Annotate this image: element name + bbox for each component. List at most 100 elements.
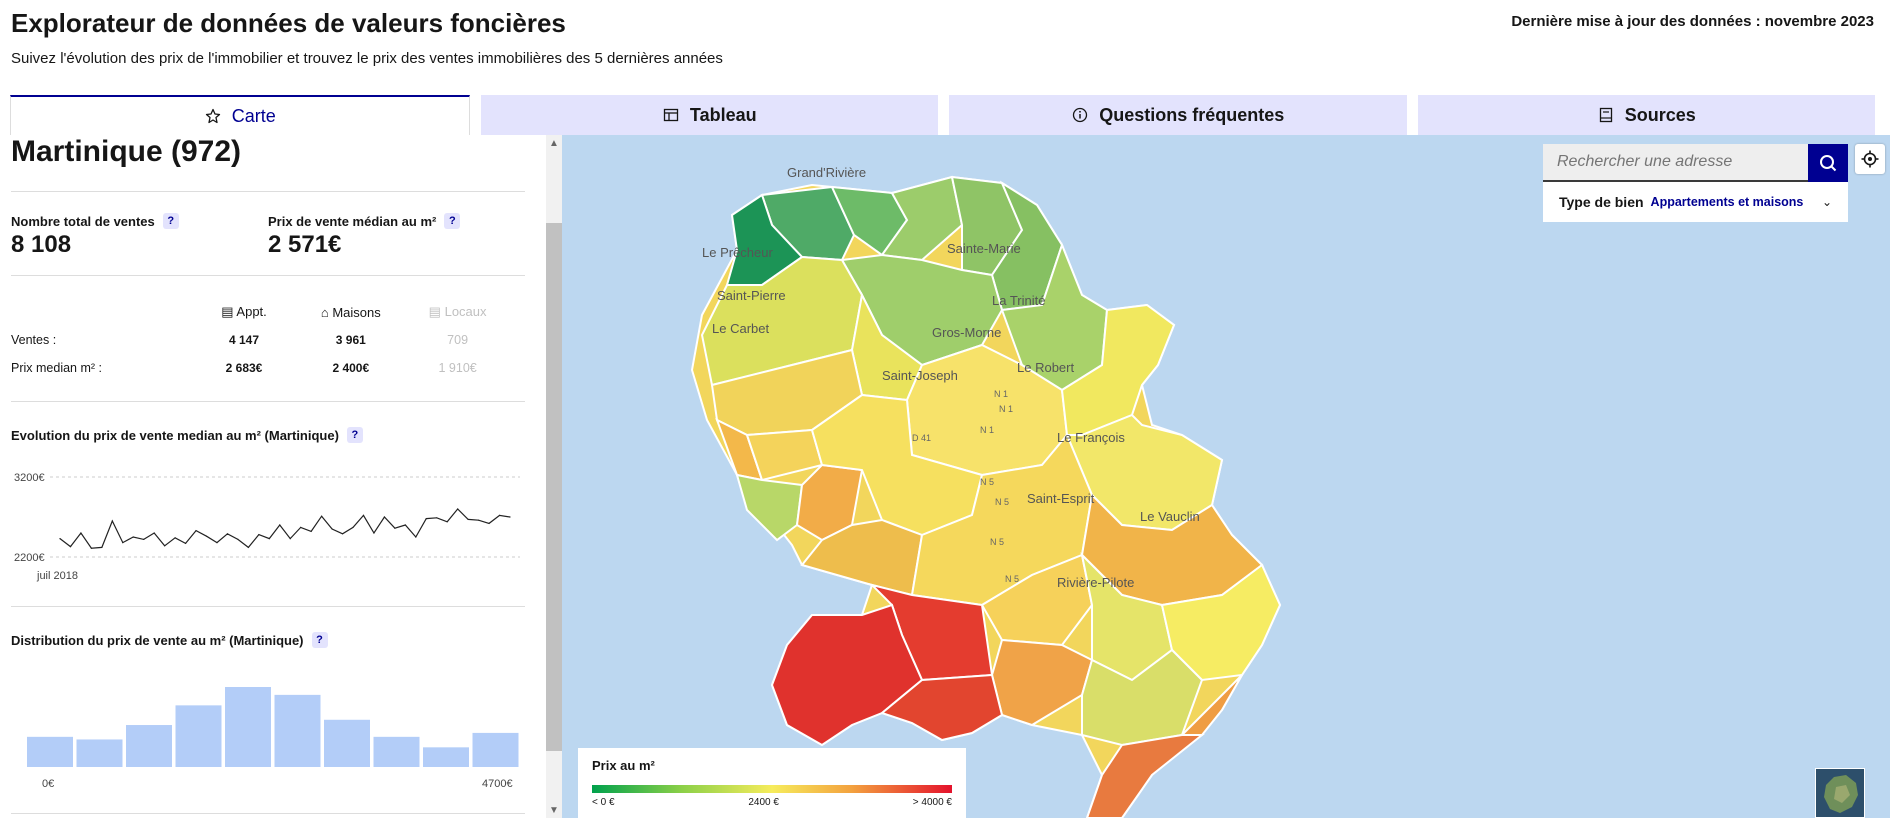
median-price-value: 2 571€ [268,231,342,258]
col-header-locaux: ▤ Locaux [428,304,487,319]
x-tick-label: juil 2018 [36,570,78,582]
legend-max: > 4000 € [912,797,952,808]
property-type-select[interactable]: Type de bien Appartements et maisons ⌄ [1543,182,1848,222]
place-label: Saint-Joseph [882,368,958,383]
legend-title: Prix au m² [592,758,655,773]
sales-breakdown-table: ▤ Appt. ⌂ Maisons ▤ Locaux Ventes : 4 14… [11,298,511,382]
data-point [101,546,103,548]
help-icon[interactable]: ? [162,213,179,229]
histogram-bar [472,732,519,767]
france-minimap-icon [1816,769,1864,817]
data-point [69,546,72,548]
geolocate-button[interactable] [1855,144,1885,174]
panel-scrollbar[interactable]: ▲ ▼ [546,135,562,818]
commune-anses-d-arlet [770,603,924,747]
data-point [90,547,92,549]
data-point [415,536,417,538]
median-price-label: Prix de vente médian au m² [268,213,437,229]
page-title: Explorateur de données de valeurs fonciè… [11,8,566,38]
data-point [352,526,354,528]
data-point [122,542,124,544]
data-point [404,524,406,526]
data-point [205,535,208,537]
table-cell: 2 400€ [332,361,370,375]
histogram-bar [324,719,370,767]
data-point [132,536,134,538]
data-point [289,538,291,540]
search-icon [1820,155,1837,172]
road-label: N 1 [999,404,1013,414]
search-button[interactable] [1808,144,1848,182]
histogram-bar [225,687,271,767]
data-point [478,519,480,521]
data-point [80,532,82,534]
divider [11,275,525,276]
legend-gradient [592,785,952,793]
tab-label: Sources [1624,104,1696,125]
data-point [216,542,218,544]
data-point [498,514,501,516]
road-label: D 41 [912,433,931,443]
help-icon[interactable]: ? [311,632,328,648]
histogram-bar [373,736,420,767]
data-point [341,533,344,535]
divider [11,813,525,814]
minimap-toggle[interactable] [1815,768,1865,818]
histogram-bar [76,739,123,767]
place-label: Rivière-Pilote [1057,575,1134,590]
page-subtitle: Suivez l'évolution des prix de l'immobil… [11,50,723,67]
row-label: Ventes : [11,333,57,347]
martinique-choropleth[interactable]: Grand'Rivière Le Prêcheur Sainte-Marie S… [562,135,1890,818]
histogram-bar [274,694,321,767]
road-label: N 5 [990,537,1004,547]
tab-tableau[interactable]: Tableau [480,95,938,135]
data-point [362,514,365,516]
scroll-up-icon[interactable]: ▲ [549,137,559,149]
help-icon[interactable]: ? [444,213,461,229]
data-point [446,521,448,523]
data-point [164,545,166,547]
place-label: Grand'Rivière [787,165,866,180]
data-point [226,533,229,535]
department-title: Martinique (972) [11,135,242,168]
commune-diamant [879,673,1004,742]
price-series-line [59,508,511,549]
data-point [111,520,113,522]
place-label: Gros-Morne [932,325,1001,340]
tab-carte[interactable]: Carte [10,95,470,135]
commune-sainte-anne [1085,734,1205,818]
divider [11,606,525,607]
road-label: N 5 [995,497,1009,507]
scroll-down-icon[interactable]: ▼ [549,804,559,816]
scrollbar-thumb[interactable] [546,223,562,751]
divider [11,191,525,192]
col-header-appt: ▤ Appt. [221,304,267,319]
total-sales-stat: Nombre total de ventes ? 8 108 [11,213,179,259]
tab-sources[interactable]: Sources [1417,95,1875,135]
help-icon[interactable]: ? [346,427,363,443]
data-point [321,515,323,517]
search-input[interactable] [1543,144,1808,182]
data-point [153,532,155,534]
data-point [59,538,61,540]
book-icon [1597,106,1615,124]
road-label: N 1 [994,389,1008,399]
road-label: N 5 [1005,574,1019,584]
table-icon [662,106,680,124]
place-label: Le Vauclin [1140,509,1200,524]
place-label: Saint-Esprit [1027,491,1095,506]
table-cell: 1 910€ [438,361,477,375]
property-type-value: Appartements et maisons [1650,195,1804,209]
data-point [394,527,396,529]
table-row: Ventes : 4 147 3 961 709 [11,326,511,354]
map-view[interactable]: Grand'Rivière Le Prêcheur Sainte-Marie S… [562,135,1890,818]
data-point [436,517,438,519]
data-point [425,518,427,520]
last-update-notice: Dernière mise à jour des données : novem… [1511,13,1874,30]
table-header-row: ▤ Appt. ⌂ Maisons ▤ Locaux [11,298,511,326]
row-label: Prix median m² : [11,361,102,375]
shop-icon: ▤ [428,304,441,319]
table-cell: 709 [447,333,469,347]
tab-questions[interactable]: Questions fréquentes [949,95,1407,135]
total-sales-label: Nombre total de ventes [11,213,155,229]
